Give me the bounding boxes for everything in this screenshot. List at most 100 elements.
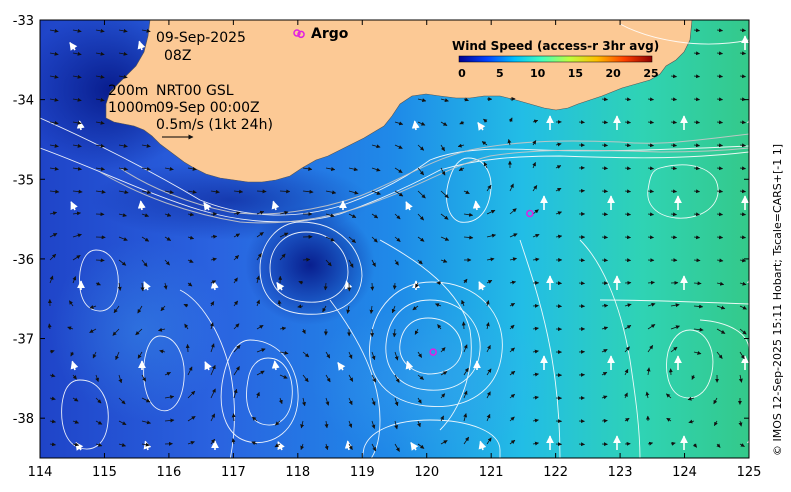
current-arrow [141,190,152,195]
current-arrow [233,233,241,238]
current-arrow [233,388,238,399]
current-arrow [716,189,723,194]
current-arrow [463,436,470,445]
current-arrow [463,278,468,284]
current-arrow [738,420,743,427]
current-arrow [670,120,677,125]
current-arrow [693,212,700,217]
current-arrow [346,305,351,314]
current-arrow [164,395,175,400]
current-arrow [555,211,562,216]
current-arrow [184,323,189,330]
current-arrow [95,166,105,171]
current-arrow [49,373,56,378]
current-arrow [624,303,632,308]
current-arrow [160,305,166,312]
current-arrow [739,166,746,171]
current-arrow [508,117,513,123]
current-arrow [624,324,632,330]
current-arrow [486,233,496,238]
current-arrow [532,185,538,192]
current-arrow [95,143,105,148]
current-arrow [601,166,608,171]
current-arrow [256,210,265,215]
current-arrow [164,166,174,171]
current-arrow [624,368,629,376]
current-arrow [95,189,106,194]
current-arrow [532,372,539,377]
colorbar-bar [458,55,653,63]
current-arrow [394,213,401,220]
current-arrow [624,212,631,217]
current-arrow [70,351,75,357]
current-arrow [670,303,680,308]
y-tick-label: -38 [13,412,34,427]
current-arrow [693,120,700,125]
current-arrows [47,28,747,452]
current-arrow [95,51,105,56]
current-arrow [486,368,492,376]
y-tick-label: -33 [13,14,34,29]
current-arrow [371,443,377,452]
current-arrow [463,344,468,353]
current-arrow [279,350,289,355]
current-arrow [302,351,310,358]
current-arrow [417,213,424,221]
current-arrow [486,391,491,399]
current-arrow [624,346,630,353]
current-arrow [95,281,101,286]
current-arrow [666,417,672,422]
current-arrow [647,324,656,330]
current-arrow [716,212,723,217]
current-arrow [256,391,260,399]
current-arrow [371,420,376,429]
current-arrow [601,235,608,240]
x-tick-label: 117 [221,465,246,480]
current-arrow [509,183,514,192]
wind-arrow [204,361,212,371]
colorbar-tick-label: 5 [496,67,504,80]
x-tick-label: 125 [737,465,762,480]
current-arrow [555,165,562,169]
current-arrow [279,253,286,261]
current-arrow [486,437,492,445]
current-arrow [463,235,474,240]
current-arrow [72,276,77,284]
current-arrow [49,143,59,148]
current-arrow [118,259,127,266]
current-arrow [72,51,82,56]
current-arrow [647,97,654,102]
current-arrow [118,28,128,33]
current-arrow [532,233,540,238]
current-arrow [210,388,216,399]
current-arrow [440,121,448,126]
current-arrow [666,393,672,399]
colorbar-tick-label: 0 [458,67,466,80]
current-arrow [47,323,52,330]
current-arrow [716,28,723,33]
current-arrow [578,258,585,263]
current-arrow [279,210,289,215]
current-arrow [72,97,82,102]
current-arrow [670,97,677,102]
current-arrow [440,167,446,176]
current-arrow [72,233,82,238]
current-arrow [369,305,374,314]
wind-arrow [137,40,146,51]
current-arrow [394,144,403,149]
current-arrow [49,253,57,261]
x-tick-label: 123 [608,465,633,480]
current-arrow [371,167,381,172]
current-arrow [72,28,82,33]
current-arrow [72,419,79,424]
current-arrow [624,143,631,148]
current-arrow [394,420,399,430]
current-arrow [187,390,196,399]
current-arrow [716,120,723,125]
current-arrow [417,98,427,103]
current-arrow [458,167,465,171]
current-arrow [693,281,702,286]
current-arrow [713,420,718,427]
current-arrow [532,441,539,446]
argo-legend-marker [293,29,301,37]
